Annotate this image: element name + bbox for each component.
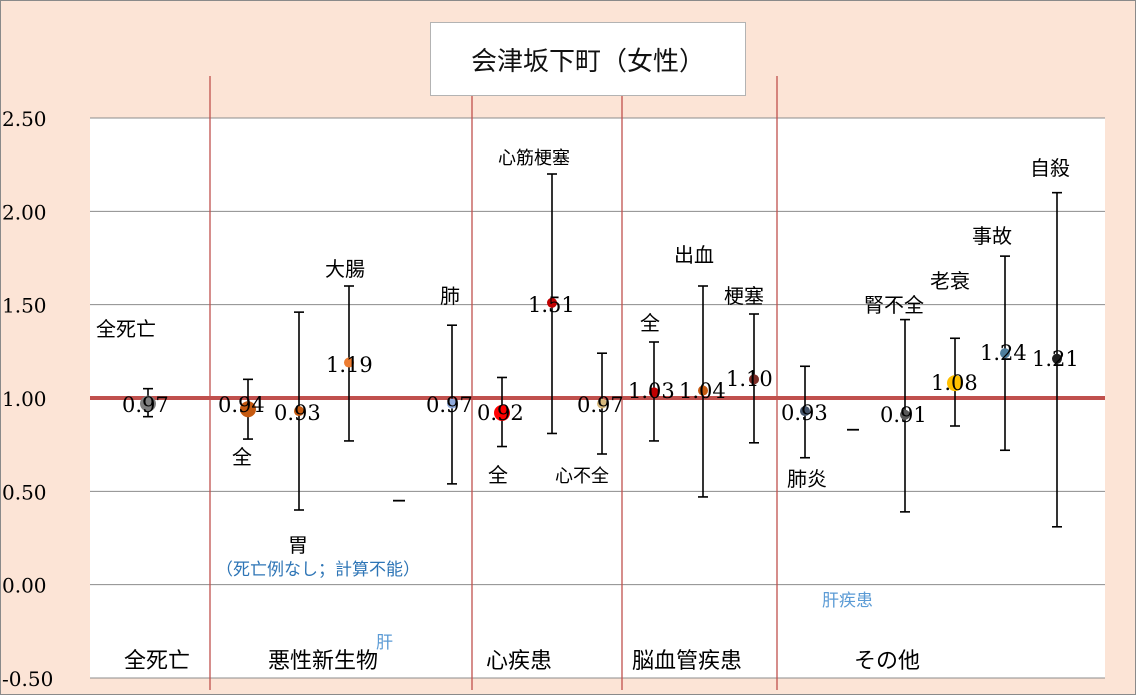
data-label: 1.04 <box>679 379 726 403</box>
point-name: 心筋梗塞 <box>498 148 570 169</box>
data-point <box>649 387 659 398</box>
data-label: 0.97 <box>426 393 473 417</box>
point-name: 腎不全 <box>864 293 924 317</box>
point-note: （死亡例なし；計算不能） <box>216 560 420 580</box>
data-point <box>294 406 304 417</box>
data-point <box>1000 348 1010 359</box>
data-point <box>947 375 963 392</box>
point-name: 全 <box>640 311 660 335</box>
data-label: 0.93 <box>274 401 321 425</box>
data-label: 0.94 <box>218 393 265 417</box>
point-name: 事故 <box>972 224 1012 248</box>
point-name: 自殺 <box>1030 156 1070 180</box>
data-point <box>900 409 910 420</box>
data-label: 1.03 <box>628 379 675 403</box>
point-name: 肺炎 <box>787 467 827 491</box>
point-name: 肝疾患 <box>822 591 873 611</box>
grid-lines <box>90 117 1105 679</box>
point-name: 全 <box>232 445 252 469</box>
group-label: 全死亡 <box>124 649 190 674</box>
point-name: 肝 <box>376 633 393 653</box>
data-points <box>140 297 1062 502</box>
data-point <box>240 401 256 418</box>
data-point <box>447 398 457 409</box>
data-label: 1.08 <box>931 371 978 395</box>
data-label: 0.97 <box>577 393 624 417</box>
group-label: 心疾患 <box>486 649 552 674</box>
data-point <box>597 398 607 409</box>
point-name: 心不全 <box>555 466 609 487</box>
data-label: 1.19 <box>326 353 373 377</box>
group-label: 脳血管疾患 <box>632 649 742 674</box>
chart-title: 会津坂下町（女性） <box>430 22 746 96</box>
data-point <box>547 297 557 308</box>
data-label: 1.24 <box>980 341 1027 365</box>
point-name: 梗塞 <box>724 284 764 308</box>
y-tick-label: 1.50 <box>2 294 47 318</box>
y-tick-label: 0.50 <box>2 480 47 504</box>
group-label: その他 <box>854 649 920 674</box>
data-label: 0.92 <box>477 401 524 425</box>
point-name: 胃 <box>288 533 308 557</box>
data-labels: 0.97 0.94 0.931.190.97 0.921.510.971.03 1.04… <box>122 293 1079 427</box>
data-point <box>494 404 510 421</box>
data-label: 0.97 <box>122 393 169 417</box>
y-tick-label: 2.50 <box>2 107 47 131</box>
data-point <box>800 406 810 417</box>
data-point <box>698 385 708 396</box>
y-tick-label: 1.00 <box>2 387 47 411</box>
data-label: 0.91 <box>880 403 927 427</box>
data-point <box>140 395 156 412</box>
point-name: 大腸 <box>325 257 365 281</box>
group-dividers <box>209 76 778 690</box>
y-tick-label: -0.50 <box>2 667 53 691</box>
data-label: 1.10 <box>726 367 773 391</box>
point-names: 全死亡全胃大腸肝（死亡例なし；計算不能）肺全心筋梗塞心不全全出血梗塞肺炎肝疾患腎… <box>96 148 1070 653</box>
y-tick-label: 0.00 <box>2 574 47 598</box>
data-label: 1.51 <box>528 293 575 317</box>
data-point <box>749 374 759 385</box>
data-point <box>1052 353 1062 364</box>
point-name: 老衰 <box>930 269 970 293</box>
data-label: 1.21 <box>1032 347 1079 371</box>
point-name: 出血 <box>674 243 714 267</box>
point-name: 全 <box>488 463 508 487</box>
y-tick-labels: 2.50 2.00 1.50 1.00 0.50 0.00 -0.50 <box>2 107 53 691</box>
point-name: 全死亡 <box>96 317 156 341</box>
y-tick-label: 2.00 <box>2 200 47 224</box>
data-label: 0.93 <box>781 401 828 425</box>
data-point <box>344 357 354 368</box>
group-label: 悪性新生物 <box>268 649 378 674</box>
point-name: 肺 <box>440 284 460 308</box>
group-labels: 全死亡 悪性新生物 心疾患 脳血管疾患 その他 <box>124 649 920 674</box>
